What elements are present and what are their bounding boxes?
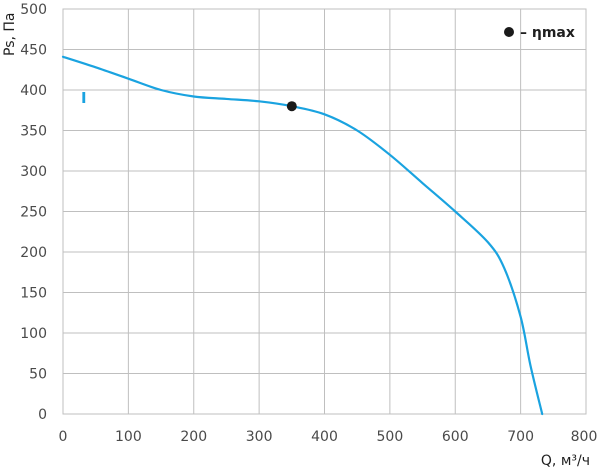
x-tick-label-2: 200	[180, 429, 207, 445]
plot-frame	[62, 8, 587, 415]
y-tick-label-1: 50	[29, 367, 47, 383]
y-tick-label-6: 300	[20, 164, 47, 180]
x-tick-label-5: 500	[377, 429, 404, 445]
marker-group	[286, 101, 297, 112]
y-tick-label-0: 0	[38, 407, 47, 423]
legend-eta-max-label: – ηmax	[520, 25, 575, 41]
x-tick-label-3: 300	[246, 429, 273, 445]
y-tick-label-2: 100	[20, 326, 47, 342]
x-tick-label-4: 400	[311, 429, 338, 445]
x-tick-label-1: 100	[115, 429, 142, 445]
y-tick-label-9: 450	[20, 43, 47, 59]
tick-labels: 0 50 100 150 200 250 300 350 400 450 500 0 100 200 300…	[20, 2, 597, 445]
series-line-0	[61, 55, 544, 416]
x-tick-label-7: 700	[507, 429, 534, 445]
y-tick-label-4: 200	[20, 245, 47, 261]
y-tick-label-7: 350	[20, 124, 47, 140]
x-tick-label-8: 800	[571, 429, 598, 445]
y-tick-label-5: 250	[20, 205, 47, 221]
y-tick-label-10: 500	[20, 2, 47, 18]
y-axis-title: Ps, Па	[2, 13, 18, 57]
x-tick-label-6: 600	[442, 429, 469, 445]
eta-max-marker-0	[286, 101, 297, 112]
series-group: I	[61, 55, 544, 416]
legend-eta-max-symbol	[504, 27, 514, 37]
x-axis-title: Q, м³/ч	[541, 453, 590, 469]
grid	[62, 8, 587, 415]
y-tick-label-8: 400	[20, 83, 47, 99]
series-label-0: I	[81, 89, 87, 107]
y-tick-label-3: 150	[20, 286, 47, 302]
legend: – ηmax	[504, 25, 575, 41]
x-tick-label-0: 0	[59, 429, 68, 445]
